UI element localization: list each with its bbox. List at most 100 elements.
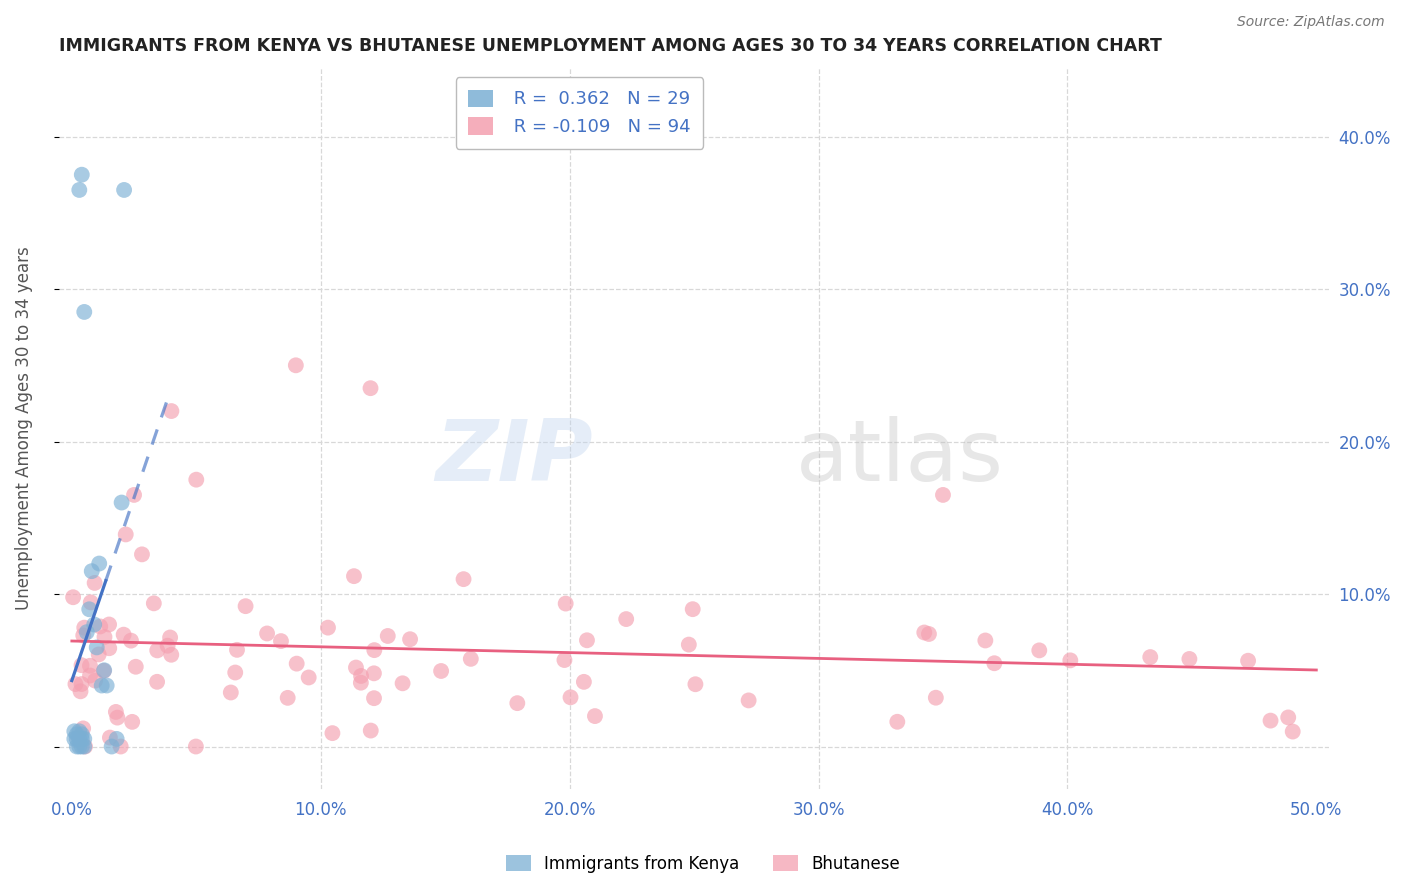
Point [76, 625, 98, 640]
Point [363, 666, 385, 681]
Point [67, 731, 90, 746]
Point [67, 183, 90, 197]
Point [70, 658, 93, 673]
Point [399, 632, 422, 647]
Point [270, 634, 292, 648]
Point [67, 724, 90, 739]
Point [79, 658, 101, 673]
Point [114, 527, 136, 541]
Point [453, 572, 475, 586]
Point [460, 652, 482, 666]
Point [89, 619, 111, 633]
Point [66, 731, 89, 746]
Point [285, 657, 308, 671]
Point [73, 739, 96, 754]
Point [886, 714, 908, 729]
Point [321, 726, 343, 740]
Point [112, 628, 135, 642]
Point [104, 705, 127, 719]
Point [93, 664, 115, 678]
Point [79, 668, 101, 682]
Point [1260, 714, 1282, 728]
Point [391, 676, 413, 690]
Point [66, 739, 89, 754]
Point [350, 669, 373, 683]
Point [112, 183, 135, 197]
Point [506, 696, 529, 710]
Point [277, 690, 299, 705]
Point [70, 677, 93, 691]
Point [142, 596, 165, 610]
Point [146, 643, 169, 657]
Point [146, 674, 169, 689]
Point [98, 641, 121, 656]
Point [678, 638, 700, 652]
Point [360, 723, 382, 738]
Point [1059, 653, 1081, 667]
Legend: Immigrants from Kenya, Bhutanese: Immigrants from Kenya, Bhutanese [499, 848, 907, 880]
Point [93, 663, 115, 677]
Point [120, 633, 142, 648]
Y-axis label: Unemployment Among Ages 30 to 34 years: Unemployment Among Ages 30 to 34 years [15, 247, 32, 610]
Point [67, 739, 90, 754]
Point [1237, 654, 1260, 668]
Text: Source: ZipAtlas.com: Source: ZipAtlas.com [1237, 15, 1385, 29]
Point [73, 305, 96, 319]
Point [89, 557, 111, 571]
Point [80, 564, 103, 578]
Point [983, 657, 1005, 671]
Point [614, 612, 637, 626]
Point [918, 627, 941, 641]
Point [363, 643, 385, 657]
Point [87, 648, 110, 662]
Text: ZIP: ZIP [434, 416, 592, 499]
Point [350, 675, 373, 690]
Point [69, 684, 91, 698]
Point [84, 673, 107, 688]
Point [343, 569, 366, 583]
Point [360, 381, 382, 395]
Point [1277, 710, 1299, 724]
Point [73, 621, 96, 635]
Point [430, 664, 453, 678]
Point [932, 488, 955, 502]
Point [105, 710, 128, 724]
Point [256, 626, 278, 640]
Text: IMMIGRANTS FROM KENYA VS BHUTANESE UNEMPLOYMENT AMONG AGES 30 TO 34 YEARS CORREL: IMMIGRANTS FROM KENYA VS BHUTANESE UNEMP… [59, 37, 1163, 55]
Point [83, 617, 105, 632]
Point [156, 639, 179, 653]
Point [110, 739, 132, 754]
Point [160, 404, 183, 418]
Point [66, 727, 89, 741]
Point [284, 359, 307, 373]
Point [110, 495, 132, 509]
Point [98, 731, 121, 745]
Point [560, 690, 582, 705]
Point [70, 727, 93, 741]
Point [122, 488, 145, 502]
Point [575, 633, 598, 648]
Point [72, 628, 94, 642]
Point [121, 714, 143, 729]
Point [235, 599, 257, 614]
Point [77, 602, 100, 616]
Point [226, 643, 249, 657]
Point [131, 547, 153, 561]
Point [377, 629, 399, 643]
Point [553, 653, 575, 667]
Point [72, 722, 94, 736]
Point [159, 631, 181, 645]
Point [1281, 724, 1303, 739]
Point [105, 731, 128, 746]
Point [70, 731, 93, 746]
Point [925, 690, 948, 705]
Legend:  R =  0.362   N = 29,  R = -0.109   N = 94: R = 0.362 N = 29, R = -0.109 N = 94 [456, 77, 703, 149]
Point [96, 679, 118, 693]
Point [83, 576, 105, 591]
Point [70, 168, 93, 182]
Point [62, 591, 84, 605]
Point [974, 633, 997, 648]
Point [583, 709, 606, 723]
Point [1028, 643, 1050, 657]
Point [160, 648, 183, 662]
